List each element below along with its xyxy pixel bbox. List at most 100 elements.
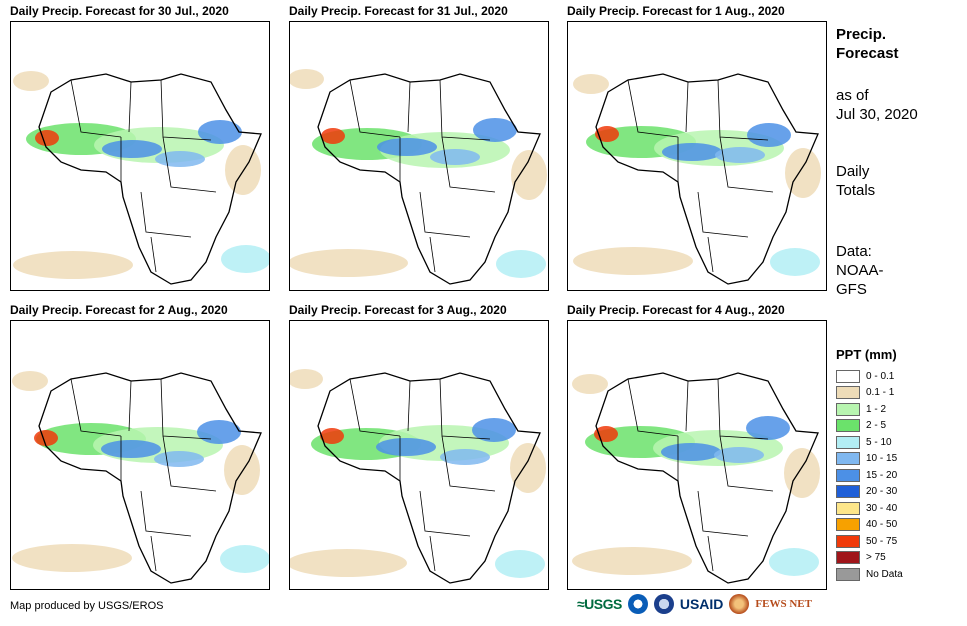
precip-area	[661, 443, 721, 461]
precip-area	[473, 118, 517, 142]
precip-area	[13, 251, 133, 279]
precip-area	[595, 126, 619, 142]
precip-area	[440, 449, 490, 465]
legend-swatch	[836, 419, 860, 433]
legend-swatch	[836, 551, 860, 565]
legend-label: 0.1 - 1	[866, 387, 895, 399]
legend-swatch	[836, 369, 860, 383]
country-border	[140, 490, 192, 537]
forecast-map-5	[289, 320, 549, 590]
precip-area	[572, 374, 608, 394]
legend-label: No Data	[866, 568, 903, 580]
country-border	[407, 380, 411, 432]
precip-area	[321, 128, 345, 144]
country-border	[349, 378, 401, 437]
country-border	[707, 535, 714, 572]
legend-label: 0 - 0.1	[866, 370, 895, 382]
totals-label: Daily Totals	[836, 162, 875, 200]
legend-swatch	[836, 485, 860, 499]
country-border	[685, 81, 689, 133]
precip-area	[155, 151, 205, 167]
africa-map-graphic	[290, 69, 547, 285]
legend-item: 30 - 40	[836, 500, 956, 517]
country-border	[697, 191, 749, 238]
legend-swatch	[836, 402, 860, 416]
country-border	[685, 380, 689, 432]
totals-line-2: Totals	[836, 182, 876, 199]
data-source: Data: NOAA- GFS	[836, 242, 884, 299]
country-border	[407, 81, 411, 133]
legend-item: 15 - 20	[836, 467, 956, 484]
legend-item: 20 - 30	[836, 484, 956, 501]
precip-area	[290, 69, 324, 89]
legend-swatch	[836, 534, 860, 548]
precip-area	[472, 418, 516, 442]
precip-area	[224, 445, 260, 495]
legend-title: PPT (mm)	[836, 347, 897, 362]
africa-coastline	[38, 372, 262, 584]
forecast-panel-6: Daily Precip. Forecast for 4 Aug., 2020	[567, 303, 827, 590]
legend-item: No Data	[836, 566, 956, 583]
precip-area	[290, 549, 407, 577]
country-border	[419, 490, 471, 537]
legend: PPT (mm) 0 - 0.1 0.1 - 1 1 - 2 2 - 5 5 - 10 1…	[836, 347, 956, 583]
usgs-logo: ≈USGS	[577, 596, 622, 612]
noaa-logo-icon	[627, 594, 648, 614]
precip-area	[35, 130, 59, 146]
forecast-panel-3: Daily Precip. Forecast for 1 Aug., 2020	[567, 4, 827, 291]
precip-area	[715, 147, 765, 163]
forecast-map-1	[10, 21, 270, 291]
country-border	[150, 236, 157, 273]
country-border	[128, 380, 132, 432]
legend-item: > 75	[836, 550, 956, 567]
country-border	[441, 435, 496, 492]
precip-area	[377, 138, 437, 156]
forecast-map-4	[10, 320, 270, 590]
forecast-panel-4: Daily Precip. Forecast for 2 Aug., 2020	[10, 303, 270, 590]
asof-line-2: Jul 30, 2020	[836, 106, 918, 123]
legend-item: 40 - 50	[836, 517, 956, 534]
data-line-3: GFS	[836, 281, 867, 298]
country-border	[719, 136, 774, 193]
africa-coastline	[595, 372, 819, 584]
title-line-1: Precip.	[836, 26, 887, 43]
forecast-panel-1: Daily Precip. Forecast for 30 Jul., 2020	[10, 4, 270, 291]
title-line-2: Forecast	[836, 45, 899, 62]
legend-item: 1 - 2	[836, 401, 956, 418]
country-border	[627, 378, 679, 437]
fews-globe-icon	[729, 594, 750, 614]
legend-label: 30 - 40	[866, 502, 898, 514]
precip-area	[197, 420, 241, 444]
forecast-panel-5: Daily Precip. Forecast for 3 Aug., 2020	[289, 303, 549, 590]
precip-area	[13, 71, 49, 91]
panel-title: Daily Precip. Forecast for 4 Aug., 2020	[567, 303, 785, 317]
africa-coastline	[38, 73, 262, 285]
panel-title: Daily Precip. Forecast for 30 Jul., 2020	[10, 4, 229, 18]
country-border	[140, 191, 192, 238]
data-line-1: Data:	[836, 243, 872, 260]
country-border	[429, 236, 436, 273]
precip-area	[746, 416, 790, 440]
precip-area	[225, 145, 261, 195]
usaid-seal-icon	[653, 594, 674, 614]
legend-item: 5 - 10	[836, 434, 956, 451]
legend-label: > 75	[866, 552, 886, 564]
legend-swatch	[836, 468, 860, 482]
legend-item: 50 - 75	[836, 533, 956, 550]
precip-area	[770, 248, 820, 276]
precip-area	[662, 143, 722, 161]
panel-title: Daily Precip. Forecast for 2 Aug., 2020	[10, 303, 228, 317]
country-border	[162, 136, 217, 193]
country-border	[349, 79, 401, 138]
precip-area	[573, 247, 693, 275]
country-border	[441, 136, 496, 193]
fews-net-logo: FEWS NET	[755, 598, 812, 610]
precip-area	[154, 451, 204, 467]
country-border	[627, 79, 679, 138]
legend-label: 1 - 2	[866, 403, 887, 415]
asof-line-1: as of	[836, 87, 869, 104]
data-line-2: NOAA-	[836, 262, 884, 279]
precip-area	[510, 443, 546, 493]
precip-area	[572, 547, 692, 575]
totals-line-1: Daily	[836, 163, 870, 180]
